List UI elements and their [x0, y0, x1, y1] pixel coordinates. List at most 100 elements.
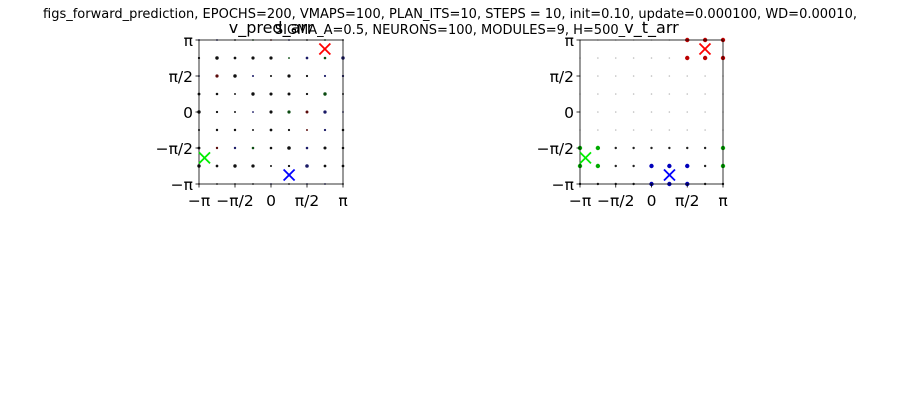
field-dot	[686, 75, 689, 77]
field-dot	[323, 146, 327, 150]
field-dot	[686, 129, 689, 131]
field-dot	[269, 92, 273, 96]
field-dot	[650, 75, 653, 77]
x-tick-label: π/2	[675, 192, 699, 210]
y-tick-label: 0	[183, 104, 193, 122]
field-dot	[252, 129, 254, 131]
field-dot	[305, 146, 309, 150]
field-dot	[704, 93, 706, 95]
field-dot	[323, 56, 327, 60]
dot-field	[197, 39, 345, 185]
field-dot	[269, 128, 273, 132]
field-dot	[668, 57, 671, 59]
y-tick-label: −π	[171, 176, 193, 194]
field-dot	[614, 93, 617, 95]
field-dot	[305, 56, 309, 60]
field-dot	[287, 74, 291, 78]
field-dot	[704, 75, 706, 77]
subplot-v-t-arr: −π −π/2 0 π/2 π −π −π/2 0 π/2 π v_t_arr	[537, 18, 728, 210]
marker-red-x	[698, 42, 712, 56]
marker-blue-x	[282, 168, 296, 182]
field-dot	[650, 93, 653, 95]
field-dot	[614, 164, 617, 168]
field-dot	[215, 56, 219, 60]
y-tick-label: π	[184, 32, 193, 50]
y-tick-label: π	[565, 32, 574, 50]
field-dot	[287, 146, 291, 150]
y-tick-label: π/2	[550, 68, 574, 86]
field-dot	[323, 110, 327, 114]
field-dot	[306, 129, 308, 131]
field-dot	[323, 92, 327, 96]
field-dot	[215, 92, 219, 96]
field-dot	[667, 163, 672, 169]
y-tick-label: 0	[564, 104, 574, 122]
field-dot	[686, 146, 689, 150]
field-dot	[703, 146, 707, 150]
field-dot	[251, 164, 255, 168]
marker-green-x	[579, 151, 592, 164]
x-tick-label: −π	[188, 192, 210, 210]
x-tick-label: π	[338, 192, 347, 210]
field-dot	[269, 146, 273, 150]
field-dot	[234, 93, 236, 95]
field-dot	[269, 110, 273, 114]
field-dot	[305, 110, 309, 114]
field-dot	[269, 56, 273, 60]
x-tick-label: 0	[647, 192, 657, 210]
x-tick-label: −π	[569, 192, 591, 210]
field-dot	[215, 110, 219, 114]
subplot-title: v_pred_arr	[229, 18, 314, 38]
field-dot	[597, 93, 599, 95]
field-dot	[668, 111, 671, 113]
field-dot	[650, 111, 653, 113]
field-dot	[305, 74, 309, 78]
field-dot	[668, 93, 671, 95]
field-dot	[305, 164, 309, 168]
field-dot	[632, 129, 635, 131]
field-dot	[597, 129, 599, 131]
field-dot	[251, 74, 255, 78]
field-dot	[650, 57, 653, 59]
field-dot	[287, 110, 291, 114]
field-dot	[668, 129, 671, 131]
field-dot	[632, 111, 635, 113]
field-dot	[668, 75, 671, 77]
field-dot	[686, 93, 689, 95]
subplot-title: v_t_arr	[624, 18, 679, 38]
field-dot	[614, 75, 617, 77]
field-dot	[323, 128, 327, 132]
field-dot	[233, 74, 237, 78]
field-dot	[234, 111, 236, 113]
field-dot	[632, 57, 635, 59]
field-dot	[704, 111, 706, 113]
field-dot	[614, 146, 617, 150]
field-dot	[595, 163, 601, 169]
field-dot	[215, 128, 219, 132]
y-tick-label: −π/2	[537, 140, 574, 158]
field-dot	[287, 164, 291, 168]
field-dot	[215, 164, 219, 168]
field-dot	[649, 163, 654, 169]
field-dot	[288, 57, 290, 59]
figure-suptitle: figs_forward_prediction, EPOCHS=200, VMA…	[0, 7, 900, 38]
field-dot	[703, 164, 707, 168]
x-tick-label: π/2	[295, 192, 319, 210]
y-tick-label: π/2	[169, 68, 193, 86]
field-dot	[595, 145, 601, 151]
field-dot	[305, 92, 309, 96]
field-dot	[233, 128, 237, 132]
field-dot	[632, 93, 635, 95]
field-dot	[597, 111, 599, 113]
field-dot	[251, 92, 255, 96]
field-dot	[632, 75, 635, 77]
y-tick-label: −π/2	[156, 140, 193, 158]
field-dot	[650, 129, 653, 131]
x-tick-label: −π/2	[216, 192, 253, 210]
field-dot	[269, 74, 273, 78]
x-tick-label: −π/2	[597, 192, 634, 210]
field-dot	[215, 146, 219, 150]
field-dot	[597, 75, 599, 77]
field-dot	[233, 56, 237, 60]
